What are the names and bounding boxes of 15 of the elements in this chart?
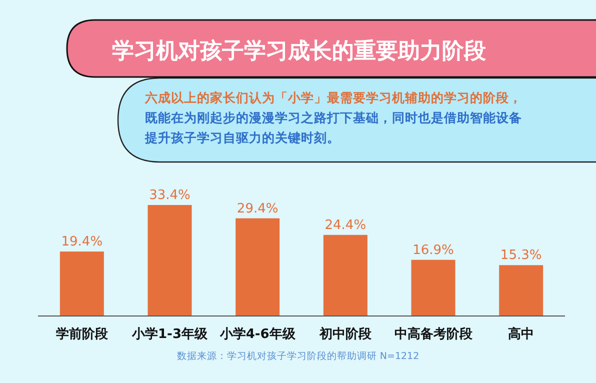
- data-label: 15.3%: [500, 248, 542, 264]
- x-tick-label: 学前阶段: [56, 327, 109, 342]
- x-tick-label: 初中阶段: [318, 326, 372, 342]
- data-label: 16.9%: [412, 242, 454, 258]
- data-label: 19.4%: [61, 234, 103, 250]
- data-label: 24.4%: [324, 218, 366, 233]
- data-label: 33.4%: [149, 188, 190, 203]
- x-tick-label: 高中: [508, 326, 534, 342]
- source-note: 数据来源：学习机对孩子学习阶段的帮助调研 N=1212: [176, 350, 420, 362]
- chart-title: 学习机对孩子学习成长的重要助力阶段: [112, 39, 487, 64]
- x-tick-label: 小学4-6年级: [218, 327, 296, 342]
- chart-subtitle: 六成以上的家长们认为「小学」最需要学习机辅助的学习的阶段，既能在为刚起步的漫漫学习之路打下基础，同时也是借助智能设备提升孩子学习自驱力的关键时刻。: [144, 90, 522, 145]
- x-tick-label: 中高备考阶段: [394, 326, 474, 342]
- data-label: 29.4%: [236, 201, 278, 216]
- x-tick-label: 小学1-3年级: [131, 327, 208, 342]
